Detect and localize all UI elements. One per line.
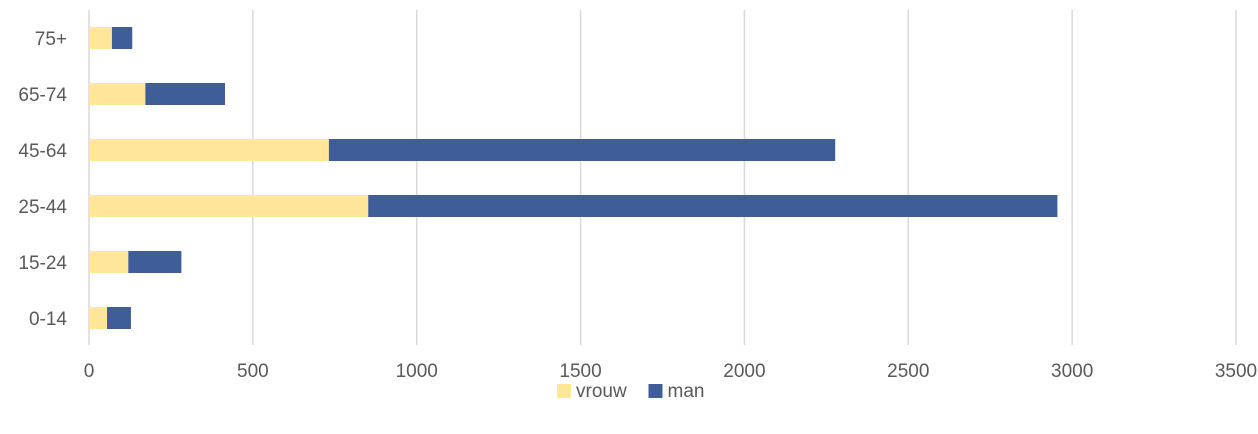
- bars: [89, 27, 1058, 329]
- x-tick-label-2000: 2000: [723, 361, 765, 382]
- y-axis-tick-labels: 0-14 15-24 25-44 45-64 65-74 75+: [18, 29, 67, 330]
- bar-man-0-14: [107, 307, 131, 329]
- bar-vrouw-15-24: [89, 251, 129, 273]
- bar-man-65-74: [145, 83, 226, 105]
- y-tick-label-75+: 75+: [35, 29, 67, 50]
- legend-swatch-vrouw: [557, 384, 571, 398]
- bar-vrouw-75+: [89, 27, 112, 49]
- bar-man-25-44: [368, 195, 1058, 217]
- x-tick-label-3500: 3500: [1215, 361, 1257, 382]
- y-tick-label-0-14: 0-14: [29, 309, 67, 330]
- legend-label-vrouw: vrouw: [576, 381, 627, 402]
- y-tick-label-15-24: 15-24: [18, 253, 67, 274]
- legend-label-man: man: [668, 381, 705, 402]
- y-tick-label-25-44: 25-44: [18, 197, 67, 218]
- x-tick-label-0: 0: [84, 361, 95, 382]
- x-tick-label-500: 500: [237, 361, 269, 382]
- bar-man-75+: [111, 27, 133, 49]
- bar-man-45-64: [328, 139, 836, 161]
- bar-vrouw-0-14: [89, 307, 108, 329]
- x-tick-label-1000: 1000: [396, 361, 438, 382]
- bar-man-15-24: [128, 251, 182, 273]
- legend-swatch-man: [648, 384, 663, 398]
- gridlines: [88, 10, 1237, 345]
- legend: vrouw man: [557, 381, 704, 402]
- x-tick-label-3000: 3000: [1051, 361, 1093, 382]
- x-axis-tick-labels: 0 500 1000 1500 2000 2500 3000 3500: [84, 361, 1257, 382]
- x-tick-label-2500: 2500: [887, 361, 929, 382]
- y-tick-label-65-74: 65-74: [18, 85, 67, 106]
- bar-vrouw-45-64: [89, 139, 329, 161]
- y-tick-label-45-64: 45-64: [18, 141, 67, 162]
- x-tick-label-1500: 1500: [559, 361, 601, 382]
- bar-vrouw-25-44: [89, 195, 369, 217]
- bar-vrouw-65-74: [89, 83, 146, 105]
